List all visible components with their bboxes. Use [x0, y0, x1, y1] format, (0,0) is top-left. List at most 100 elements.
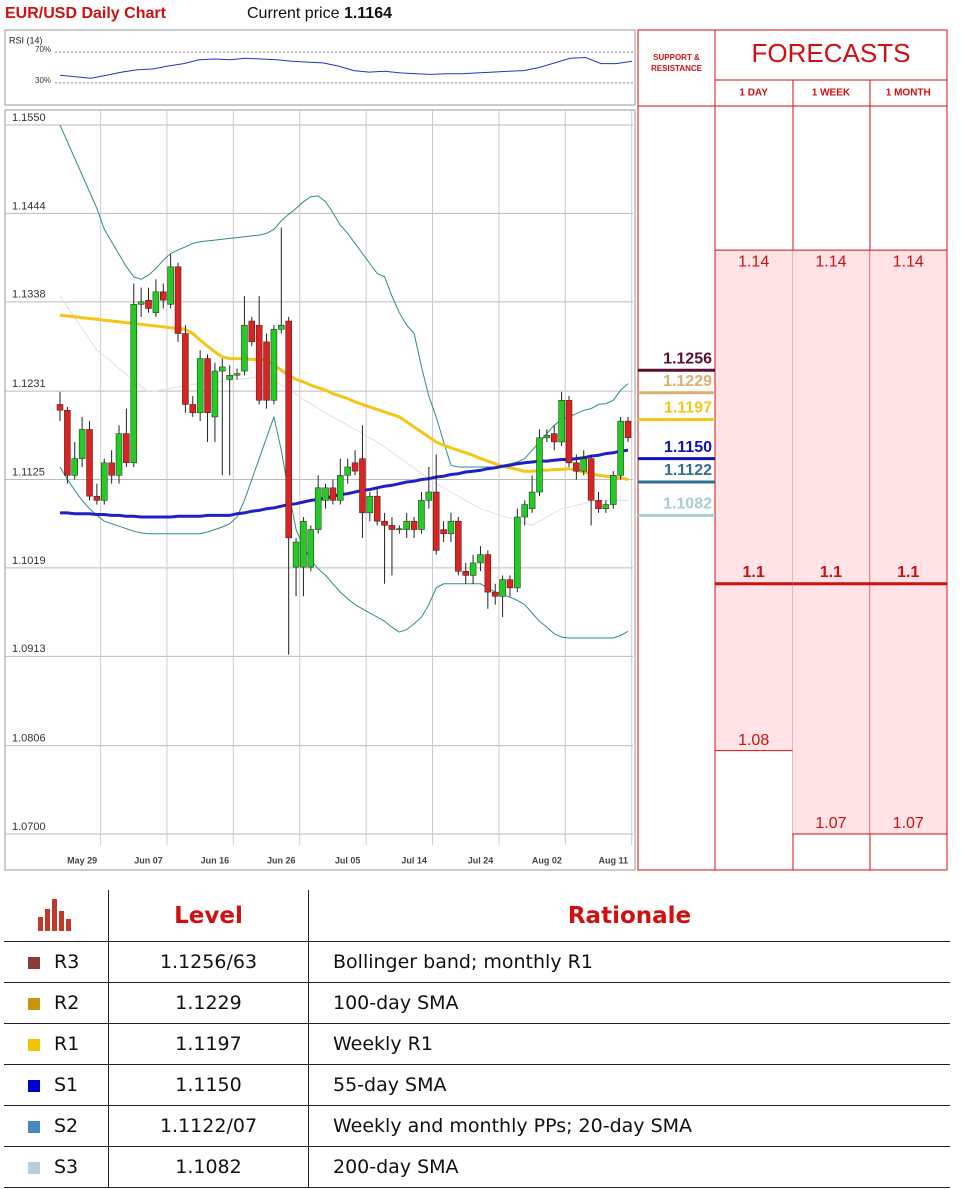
candle-body: [580, 458, 587, 472]
candle-body: [152, 291, 160, 313]
x-tick-label: Jul 05: [335, 855, 361, 865]
rationale: 55-day SMA: [308, 1064, 950, 1106]
y-tick-label: 1.1019: [12, 555, 46, 567]
forecast-range: [715, 250, 792, 751]
candle-body: [211, 370, 219, 418]
forecast-title: FORECASTS: [752, 38, 911, 68]
forecast-col-label: 1 WEEK: [812, 88, 851, 99]
candle-body: [359, 458, 366, 514]
chart-title: EUR/USD Daily Chart: [5, 5, 167, 22]
candle-body: [440, 529, 447, 534]
forecast-high-label: 1.14: [738, 253, 769, 270]
level-code: R2: [54, 992, 80, 1014]
candle-body: [528, 491, 536, 509]
candle-body: [255, 324, 263, 401]
candle-body: [447, 520, 455, 534]
rsi-title: RSI (14): [9, 35, 43, 45]
candle-body: [573, 462, 580, 472]
level-label: 1.1150: [664, 439, 712, 456]
candle-body: [477, 554, 484, 564]
level-label: 1.1197: [664, 400, 712, 417]
candle-body: [595, 500, 602, 509]
candle-body: [93, 495, 101, 501]
candle-body: [373, 495, 381, 522]
forecast-range: [870, 250, 947, 834]
forecast-current-label: 1.1: [897, 564, 919, 581]
forecast-low-label: 1.08: [738, 732, 769, 749]
forecast-low-label: 1.07: [815, 815, 846, 832]
table-row: R2 1.1229 100-day SMA: [4, 982, 950, 1024]
level-code: S2: [54, 1115, 79, 1137]
y-tick-label: 1.1231: [12, 378, 46, 390]
candle-body: [101, 462, 108, 501]
table-row: S3 1.1082 200-day SMA: [4, 1146, 950, 1188]
x-tick-label: Jul 24: [468, 855, 494, 865]
forecast-col-label: 1 DAY: [739, 88, 768, 99]
level-swatch: [28, 1120, 40, 1133]
candle-body: [292, 541, 300, 568]
table-row: S2 1.1122/07 Weekly and monthly PPs; 20-da…: [4, 1105, 950, 1147]
overlay-line: [59, 124, 629, 468]
y-tick-label: 1.0913: [12, 643, 46, 655]
rationale: 100-day SMA: [308, 982, 950, 1024]
table-row: R1 1.1197 Weekly R1: [4, 1023, 950, 1065]
table-header: Level Rationale: [4, 890, 950, 942]
level-code: S1: [54, 1074, 79, 1096]
forecast-high-label: 1.14: [815, 253, 846, 270]
candle-body: [337, 475, 344, 501]
price-frame: [4, 109, 636, 871]
icon-cell: [4, 890, 109, 942]
candle-body: [499, 579, 506, 597]
candle-body: [351, 462, 359, 472]
candle-body: [558, 400, 565, 443]
level-swatch: [28, 1079, 40, 1092]
level-label: 1.1082: [663, 496, 712, 513]
level-value: 1.1150: [108, 1064, 309, 1106]
code-cell: S3: [4, 1146, 109, 1188]
candle-body: [587, 458, 595, 501]
candle-body: [226, 374, 233, 380]
price-value: 1.1164: [344, 5, 392, 22]
level-label: 1.1256: [663, 350, 712, 367]
candle-body: [550, 433, 558, 443]
overlay-line: [59, 295, 628, 526]
sr-title-box: SUPPORT & RESISTANCE: [651, 53, 702, 73]
rsi-line: [59, 56, 633, 79]
candle-body: [410, 520, 418, 530]
candle-body: [130, 304, 138, 464]
code-cell: R1: [4, 1023, 109, 1065]
candle-body: [432, 491, 440, 551]
header-level: Level: [108, 890, 309, 942]
candle-body: [322, 487, 329, 501]
table-row: S1 1.1150 55-day SMA: [4, 1064, 950, 1106]
candle-body: [64, 410, 71, 476]
forecast-low-label: 1.07: [893, 815, 924, 832]
level-code: S3: [54, 1156, 79, 1178]
candle-body: [314, 487, 322, 530]
candle-body: [285, 320, 292, 539]
candle-body: [248, 320, 256, 343]
forecast-range: [792, 250, 870, 834]
level-swatch: [28, 956, 40, 969]
candle-body: [609, 475, 617, 505]
x-tick-label: Jun 07: [134, 855, 163, 865]
candle-body: [344, 466, 351, 476]
forecast-current-label: 1.1: [820, 564, 842, 581]
rationale: Weekly R1: [308, 1023, 950, 1065]
candle-body: [219, 366, 226, 372]
candle-body: [403, 520, 410, 530]
candle-body: [115, 433, 123, 476]
candle-body: [78, 429, 86, 459]
candle-body: [263, 341, 270, 401]
rsi-tick-label: 70%: [35, 45, 51, 54]
candle-body: [506, 579, 514, 589]
level-value: 1.1122/07: [108, 1105, 309, 1147]
candle-body: [381, 520, 388, 526]
x-tick-label: Jun 16: [201, 855, 230, 865]
candle-body: [484, 554, 492, 593]
header-rationale: Rationale: [308, 890, 950, 942]
candle-body: [396, 528, 403, 530]
candle-body: [329, 487, 337, 501]
candle-body: [455, 520, 462, 572]
